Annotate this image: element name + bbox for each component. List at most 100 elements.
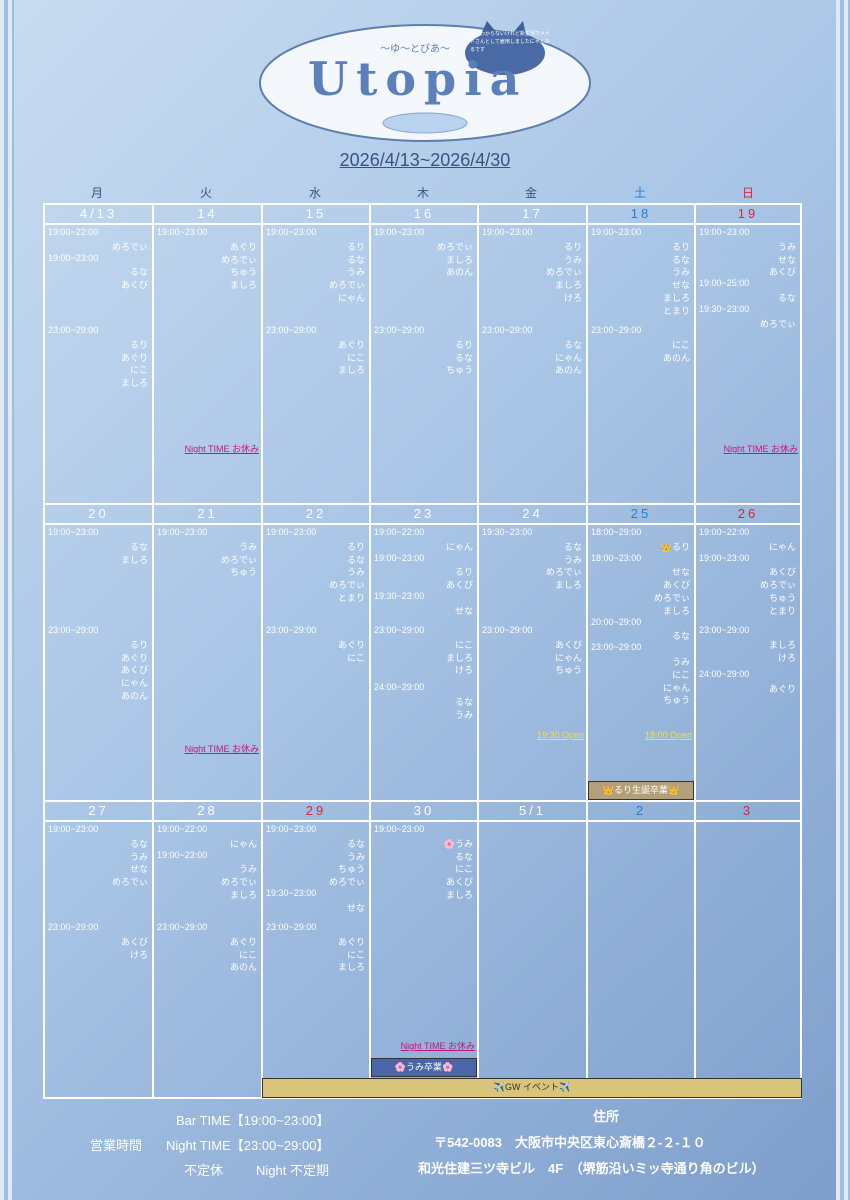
slot-time: 23:00~29:00	[48, 625, 99, 635]
staff-name: ちゅう	[554, 665, 582, 676]
staff-name: とまり	[337, 593, 365, 603]
slot-time: 19:00~23:00	[591, 227, 642, 237]
day-cell: 22 19:00~23:00 るり るな うみ めろでぃ とまり 23:00~29:00 あぐり…	[261, 503, 371, 802]
slot-time: 23:00~29:00	[374, 325, 425, 335]
slot-time: 19:00~23:00	[157, 527, 208, 537]
date-range: 2026/4/13~2026/4/30	[339, 150, 511, 170]
staff-name: めろでぃ	[220, 554, 257, 565]
staff-name: るな	[563, 541, 582, 552]
slot-time: 23:00~29:00	[699, 625, 750, 635]
day-date: 4/13	[45, 205, 152, 225]
staff-name: ましろ	[662, 293, 690, 303]
slot-time: 24:00~29:00	[699, 669, 750, 680]
slot-time: 19:00~23:00	[48, 527, 99, 537]
slot-time: 19:00~23:00	[48, 824, 99, 834]
staff-name: にこ	[130, 365, 148, 376]
staff-name: にこ	[455, 864, 473, 875]
staff-name: ましろ	[554, 280, 582, 291]
staff-name: ちゅう	[229, 267, 257, 278]
staff-name: にこ	[672, 339, 690, 350]
staff-name: あくび	[768, 567, 796, 578]
staff-name: めろでぃ	[759, 318, 796, 329]
staff-name: るな	[563, 339, 582, 350]
day-cell: 4/13 19:00~22:00 めろでぃ 19:00~23:00 るな あくび 23:00…	[43, 203, 154, 505]
slot-time: 19:00~22:00	[48, 227, 99, 237]
day-date: 16	[371, 205, 477, 225]
staff-name: あくび	[120, 280, 148, 291]
staff-name: ましろ	[554, 580, 582, 591]
staff-name: めろでぃ	[436, 241, 473, 252]
staff-name: るな	[129, 267, 148, 278]
slot-time: 19:00~23:00	[48, 252, 99, 263]
staff-name: あくび	[662, 580, 690, 591]
staff-name: うみ	[777, 241, 796, 252]
staff-name: けろ	[129, 949, 148, 960]
footer-text: 住所	[593, 1109, 620, 1124]
staff-name: うみ	[238, 864, 257, 875]
weekday: 日	[741, 186, 754, 200]
staff-name: ましろ	[229, 280, 257, 291]
staff-name: にゃん	[337, 293, 365, 303]
slot-time: 23:00~29:00	[374, 625, 425, 635]
weekday: 木	[416, 186, 429, 200]
staff-name: あぐり	[337, 639, 365, 650]
footer-text: 〒542-0083 大阪市中央区東心斎橋２-２-１０	[434, 1135, 706, 1150]
day-cell: 19 19:00~23:00 うみ せな あくび 19:00~25:00 るな 19:30~2…	[694, 203, 802, 505]
staff-name: ましろ	[120, 554, 148, 565]
day-banner: 👑るり生誕卒業👑	[588, 781, 694, 800]
staff-name: にゃん	[120, 678, 148, 689]
footer-text: 不定休	[184, 1163, 224, 1178]
day-date: 20	[45, 505, 152, 525]
slot-time: 19:00~23:00	[266, 824, 317, 834]
staff-name: ましろ	[337, 365, 365, 376]
staff-name: るり	[346, 241, 365, 252]
staff-name: にゃん	[768, 541, 796, 552]
stripe	[0, 0, 14, 1200]
slot-time: 19:30~23:00	[266, 888, 317, 898]
staff-name: ちゅう	[445, 365, 473, 376]
staff-name: ちゅう	[768, 593, 796, 603]
staff-name: あくび	[120, 665, 148, 676]
day-cell: 25 18:00~29:00 👑るり 18:00~23:00 せな あくび めろでぃ ましろ 2…	[586, 503, 696, 802]
slot-time: 23:00~29:00	[591, 642, 642, 653]
slot-time: 23:00~29:00	[266, 922, 317, 932]
staff-name: るな	[346, 554, 365, 565]
staff-name: るな	[671, 631, 690, 642]
slot-time: 19:00~23:00	[374, 227, 425, 237]
staff-name: あくび	[120, 936, 148, 947]
staff-name: あのん	[662, 352, 690, 363]
staff-name: るり	[454, 339, 473, 350]
staff-name: うみ	[671, 267, 690, 278]
staff-name: あくび	[445, 580, 473, 591]
day-cell: 29 19:00~23:00 るな うみ ちゅう めろでぃ 19:30~23:00 せな 23:…	[261, 800, 371, 1099]
day-cell: 16 19:00~23:00 めろでぃ ましろ あのん 23:00~29:00 るり るな ちゅ…	[369, 203, 479, 505]
day-cell: 23 19:00~22:00 にゃん 19:00~23:00 るり あくび 19:30~23…	[369, 503, 479, 802]
staff-name: あぐり	[229, 936, 257, 947]
staff-name: 👑るり	[660, 541, 690, 552]
day-date: 14	[154, 205, 261, 225]
staff-name: にこ	[455, 639, 473, 650]
staff-name: るり	[671, 241, 690, 252]
staff-name: るり	[454, 567, 473, 578]
event-banner: ✈️GW イベント✈️	[262, 1078, 802, 1098]
staff-name: るり	[129, 639, 148, 650]
day-date: 23	[371, 505, 477, 525]
day-date: 19	[696, 205, 800, 225]
slot-time: 19:00~23:00	[699, 227, 750, 237]
staff-name: るな	[346, 254, 365, 265]
day-note: Night TIME お休み	[184, 744, 259, 754]
staff-name: ちゅう	[229, 567, 257, 578]
staff-name: せな	[777, 254, 796, 265]
staff-name: うみ	[238, 541, 257, 552]
staff-name: めろでぃ	[220, 254, 257, 265]
staff-name: けろ	[777, 652, 796, 663]
day-date: 25	[588, 505, 694, 525]
staff-name: あのん	[120, 691, 148, 701]
staff-name: めろでぃ	[328, 280, 365, 291]
day-date: 24	[479, 505, 586, 525]
staff-name: にゃん	[662, 682, 690, 693]
staff-name: うみ	[671, 657, 690, 667]
staff-name: るり	[563, 241, 582, 252]
slot-time: 23:00~29:00	[482, 325, 533, 335]
